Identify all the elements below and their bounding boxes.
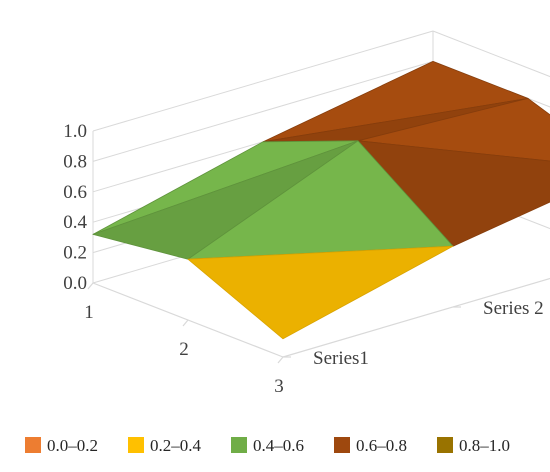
category-tick-mark-0: [87, 282, 94, 290]
z-tick-label-2: 0.4: [63, 212, 87, 233]
side-gridline-5: [432, 30, 550, 78]
z-axis-tick-labels: 0.0 0.2 0.4 0.6 0.8 1.0: [63, 121, 87, 294]
z-tick-label-3: 0.6: [63, 182, 87, 203]
legend-swatch-4: [437, 437, 453, 453]
legend-label-3: 0.6–0.8: [356, 436, 407, 455]
back-gridline-4: [92, 60, 434, 162]
category-tick-label-1: 2: [179, 339, 189, 360]
legend-label-2: 0.4–0.6: [253, 436, 304, 455]
category-tick-mark-2: [277, 356, 284, 364]
surface-plot: [92, 61, 550, 340]
legend-swatch-2: [231, 437, 247, 453]
legend-swatch-1: [128, 437, 144, 453]
legend: 0.0–0.2 0.2–0.4 0.4–0.6 0.6–0.8 0.8–1.0: [25, 436, 510, 455]
z-tick-label-0: 0.0: [63, 273, 87, 294]
legend-label-0: 0.0–0.2: [47, 436, 98, 455]
category-tick-mark-1: [182, 319, 189, 327]
series-tick-label-0: Series1: [313, 348, 369, 369]
z-tick-label-4: 0.8: [63, 151, 87, 172]
category-tick-label-0: 1: [84, 302, 94, 323]
category-axis-tick-labels: 1 2 3: [84, 302, 284, 397]
surface-facet-1-0-0: [187, 245, 454, 340]
legend-swatch-3: [334, 437, 350, 453]
z-tick-label-5: 1.0: [63, 121, 87, 142]
z-tick-label-1: 0.2: [63, 243, 87, 264]
legend-label-1: 0.2–0.4: [150, 436, 202, 455]
back-gridline-5: [92, 30, 434, 132]
legend-label-4: 0.8–1.0: [459, 436, 510, 455]
legend-swatch-0: [25, 437, 41, 453]
category-tick-label-2: 3: [274, 376, 284, 397]
series-tick-label-1: Series 2: [483, 298, 544, 319]
floor-axes: [87, 277, 550, 364]
